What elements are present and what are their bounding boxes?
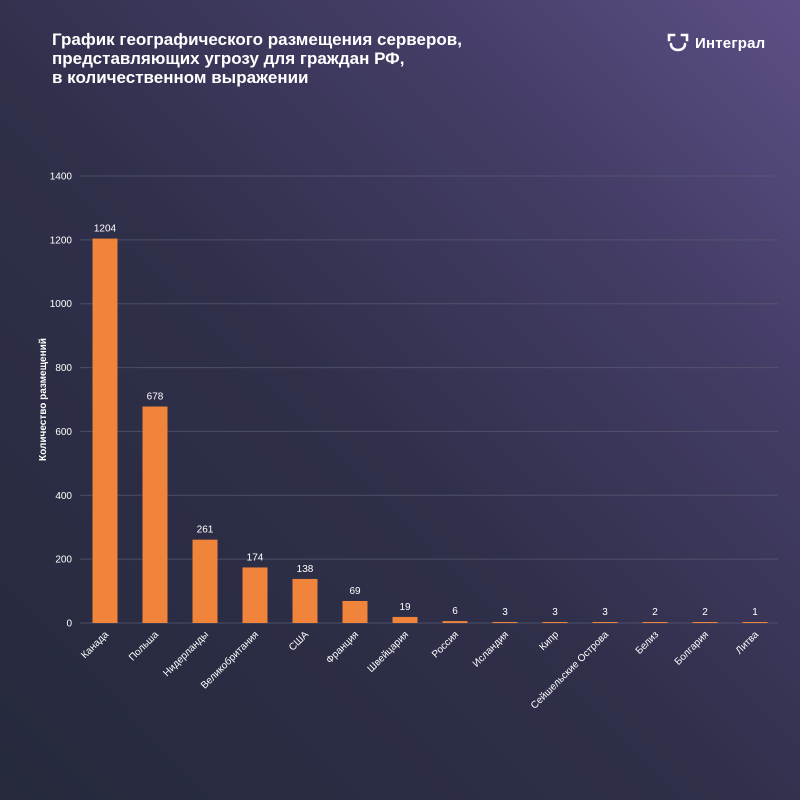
y-tick-label: 1200 xyxy=(50,235,73,246)
x-tick-label: Канада xyxy=(79,629,111,661)
chart-title-line-1: График географического размещения сервер… xyxy=(52,30,462,49)
y-tick-label: 400 xyxy=(55,491,72,502)
brand-logo: Интеграл xyxy=(667,30,765,56)
x-tick-label: Швейцария xyxy=(366,629,412,675)
data-label: 69 xyxy=(349,586,361,597)
x-tick-label: Литва xyxy=(734,629,762,657)
x-tick-label: США xyxy=(287,629,311,653)
bar xyxy=(92,238,118,623)
bar xyxy=(392,616,418,623)
x-tick-label: Болгария xyxy=(673,629,711,667)
bar xyxy=(342,600,368,623)
y-tick-label: 1000 xyxy=(50,299,73,310)
x-tick-label: Франция xyxy=(324,629,361,666)
data-labels: 1204 678 261 174 138 69 19 6 3 3 3 2 2 1 xyxy=(94,224,758,618)
x-tick-label: Исландия xyxy=(471,629,511,669)
integral-logo-icon xyxy=(667,33,689,52)
data-label: 2 xyxy=(702,607,708,618)
data-label: 3 xyxy=(502,607,508,618)
bar xyxy=(492,622,518,623)
chart-title: График географического размещения сервер… xyxy=(52,30,512,87)
bar xyxy=(142,406,168,623)
bar xyxy=(192,539,218,623)
data-label: 678 xyxy=(147,392,164,403)
data-label: 1204 xyxy=(94,224,117,235)
y-tick-label: 200 xyxy=(55,555,72,566)
bar xyxy=(442,621,468,623)
grid-lines xyxy=(80,175,778,624)
data-label: 261 xyxy=(197,525,214,536)
x-tick-label: Белиз xyxy=(634,629,662,657)
brand-name: Интеграл xyxy=(695,34,766,52)
data-label: 1 xyxy=(752,607,758,618)
data-label: 174 xyxy=(247,552,264,563)
y-axis-label: Количество размещений xyxy=(38,338,49,461)
bar xyxy=(692,622,718,623)
bars xyxy=(92,238,768,623)
y-tick-label: 800 xyxy=(55,363,72,374)
y-tick-label: 0 xyxy=(66,619,72,630)
bar xyxy=(592,622,618,623)
y-tick-label: 600 xyxy=(55,427,72,438)
data-label: 6 xyxy=(452,606,458,617)
bar xyxy=(292,578,318,623)
data-label: 138 xyxy=(297,564,314,575)
y-tick-label: 1400 xyxy=(50,172,73,183)
data-label: 3 xyxy=(552,607,558,618)
chart-title-line-3: в количественном выражении xyxy=(52,68,309,87)
x-tick-label: Нидерланды xyxy=(161,629,211,679)
x-tick-label: Россия xyxy=(430,629,461,660)
data-label: 19 xyxy=(399,602,411,613)
data-label: 3 xyxy=(602,607,608,618)
x-tick-label: Польша xyxy=(127,629,161,663)
bar xyxy=(242,567,268,623)
chart-title-line-2: представляющих угрозу для граждан РФ, xyxy=(52,49,405,68)
y-axis-ticks: 0 200 400 600 800 1000 1200 1400 xyxy=(50,172,73,630)
bar xyxy=(542,622,568,623)
x-tick-label: Кипр xyxy=(538,629,562,653)
bar xyxy=(742,622,768,623)
data-label: 2 xyxy=(652,607,658,618)
bar xyxy=(642,622,668,623)
